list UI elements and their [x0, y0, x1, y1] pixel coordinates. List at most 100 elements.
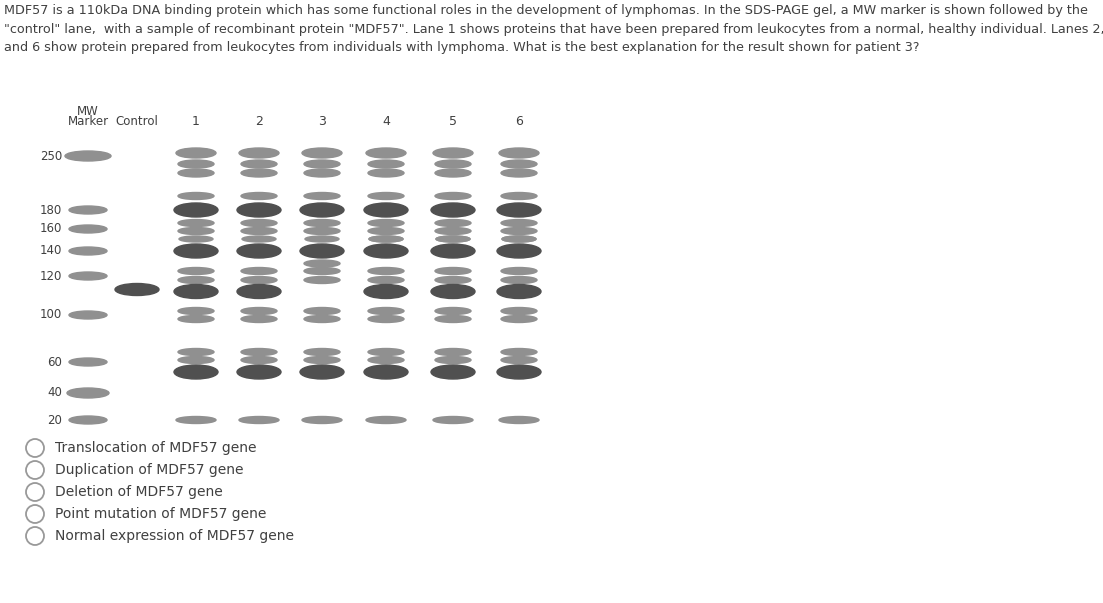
Text: 140: 140 — [40, 244, 62, 257]
Ellipse shape — [304, 315, 340, 323]
Ellipse shape — [502, 236, 536, 242]
Ellipse shape — [501, 219, 537, 227]
Ellipse shape — [431, 365, 475, 379]
Ellipse shape — [239, 148, 279, 158]
Ellipse shape — [178, 268, 214, 274]
Ellipse shape — [501, 160, 537, 168]
Ellipse shape — [499, 417, 539, 423]
Text: Marker: Marker — [67, 115, 108, 128]
Ellipse shape — [304, 308, 340, 315]
Text: Point mutation of MDF57 gene: Point mutation of MDF57 gene — [55, 507, 267, 521]
Text: 180: 180 — [40, 203, 62, 216]
Ellipse shape — [435, 277, 471, 283]
Ellipse shape — [178, 219, 214, 227]
Ellipse shape — [69, 206, 107, 214]
Ellipse shape — [370, 236, 403, 242]
Text: 250: 250 — [40, 150, 62, 162]
Ellipse shape — [179, 236, 213, 242]
Ellipse shape — [501, 349, 537, 356]
Ellipse shape — [364, 365, 408, 379]
Ellipse shape — [364, 244, 408, 258]
Ellipse shape — [501, 356, 537, 364]
Ellipse shape — [240, 219, 277, 227]
Ellipse shape — [501, 315, 537, 323]
Ellipse shape — [237, 365, 281, 379]
Ellipse shape — [368, 192, 404, 200]
Ellipse shape — [304, 160, 340, 168]
Ellipse shape — [501, 277, 537, 283]
Ellipse shape — [240, 315, 277, 323]
Ellipse shape — [435, 219, 471, 227]
Text: 3: 3 — [318, 115, 326, 128]
Ellipse shape — [431, 244, 475, 258]
Ellipse shape — [242, 236, 276, 242]
Ellipse shape — [240, 308, 277, 315]
Ellipse shape — [237, 285, 281, 298]
Ellipse shape — [304, 260, 340, 267]
Ellipse shape — [435, 356, 471, 364]
Ellipse shape — [497, 365, 540, 379]
Ellipse shape — [178, 169, 214, 177]
Ellipse shape — [368, 308, 404, 315]
Ellipse shape — [368, 356, 404, 364]
Ellipse shape — [364, 285, 408, 298]
Ellipse shape — [69, 272, 107, 280]
Ellipse shape — [370, 236, 403, 242]
Ellipse shape — [497, 244, 540, 258]
Ellipse shape — [502, 236, 536, 242]
Ellipse shape — [69, 358, 107, 366]
Ellipse shape — [174, 365, 218, 379]
Ellipse shape — [240, 268, 277, 274]
Ellipse shape — [368, 268, 404, 274]
Text: Control: Control — [116, 115, 159, 128]
Text: 1: 1 — [192, 115, 200, 128]
Text: MDF57 is a 110kDa DNA binding protein which has some functional roles in the dev: MDF57 is a 110kDa DNA binding protein wh… — [4, 4, 1103, 54]
Ellipse shape — [178, 192, 214, 200]
Ellipse shape — [306, 236, 339, 242]
Ellipse shape — [501, 192, 537, 200]
Ellipse shape — [174, 285, 218, 298]
Ellipse shape — [433, 148, 473, 158]
Text: 120: 120 — [40, 270, 62, 282]
Ellipse shape — [501, 227, 537, 235]
Ellipse shape — [304, 227, 340, 235]
Ellipse shape — [69, 225, 107, 233]
Ellipse shape — [435, 315, 471, 323]
Ellipse shape — [302, 148, 342, 158]
Ellipse shape — [368, 160, 404, 168]
Ellipse shape — [178, 227, 214, 235]
Text: Duplication of MDF57 gene: Duplication of MDF57 gene — [55, 463, 244, 477]
Ellipse shape — [431, 203, 475, 217]
Ellipse shape — [435, 192, 471, 200]
Ellipse shape — [69, 247, 107, 255]
Ellipse shape — [304, 192, 340, 200]
Ellipse shape — [178, 277, 214, 283]
Ellipse shape — [368, 219, 404, 227]
Ellipse shape — [436, 236, 470, 242]
Ellipse shape — [178, 308, 214, 315]
Ellipse shape — [436, 236, 470, 242]
Ellipse shape — [501, 268, 537, 274]
Text: Normal expression of MDF57 gene: Normal expression of MDF57 gene — [55, 529, 295, 543]
Text: 4: 4 — [382, 115, 390, 128]
Ellipse shape — [302, 417, 342, 423]
Ellipse shape — [240, 349, 277, 356]
Ellipse shape — [368, 277, 404, 283]
Text: Translocation of MDF57 gene: Translocation of MDF57 gene — [55, 441, 257, 455]
Ellipse shape — [304, 277, 340, 283]
Text: 6: 6 — [515, 115, 523, 128]
Ellipse shape — [240, 227, 277, 235]
Ellipse shape — [69, 311, 107, 319]
Ellipse shape — [497, 203, 540, 217]
Ellipse shape — [368, 169, 404, 177]
Ellipse shape — [501, 169, 537, 177]
Ellipse shape — [237, 203, 281, 217]
Ellipse shape — [435, 268, 471, 274]
Ellipse shape — [239, 417, 279, 423]
Text: MW: MW — [77, 105, 99, 118]
Ellipse shape — [499, 148, 539, 158]
Text: 100: 100 — [40, 309, 62, 321]
Ellipse shape — [368, 227, 404, 235]
Ellipse shape — [433, 417, 473, 423]
Text: 160: 160 — [40, 223, 62, 236]
